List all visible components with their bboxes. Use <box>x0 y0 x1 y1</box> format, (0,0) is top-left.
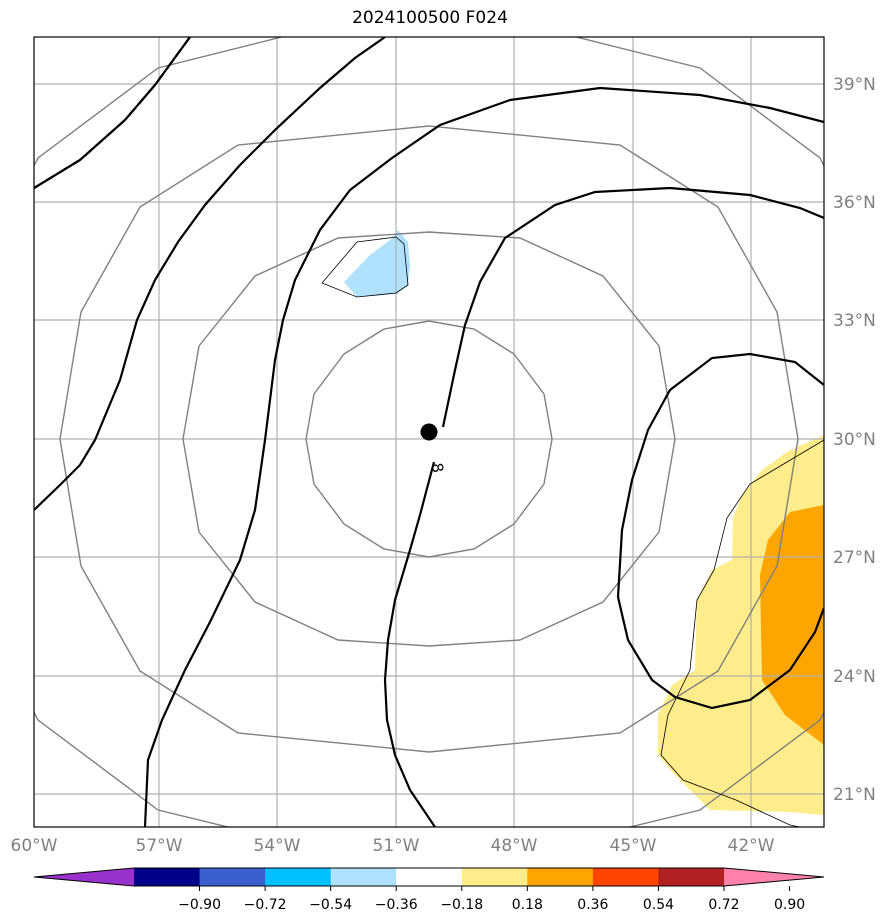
colorbar-tick-label: −0.72 <box>244 897 287 913</box>
colorbar-segment <box>134 868 201 886</box>
colorbar-extend-high <box>724 868 824 886</box>
colorbar-extend-low <box>34 868 134 886</box>
colorbar-segment <box>330 868 397 886</box>
lat-label: 39°N <box>833 75 876 95</box>
colorbar-tick-label: 0.90 <box>774 897 805 913</box>
longitude-labels: 60°W 57°W 54°W 51°W 48°W 45°W 42°W <box>11 836 775 856</box>
lat-label: 21°N <box>833 785 876 805</box>
colorbar-tick-label: 0.36 <box>577 897 608 913</box>
colorbar-tick-label: 0.18 <box>512 897 543 913</box>
colorbar-tick-label: −0.90 <box>178 897 221 913</box>
colorbar-tick-label: −0.54 <box>309 897 352 913</box>
colorbar-segment <box>265 868 332 886</box>
lon-label: 54°W <box>254 836 301 856</box>
lat-label: 36°N <box>833 193 876 213</box>
lon-label: 51°W <box>373 836 420 856</box>
latitude-labels: 39°N 36°N 33°N 30°N 27°N 24°N 21°N <box>833 75 876 805</box>
colorbar-segment <box>461 868 528 886</box>
lon-label: 42°W <box>728 836 775 856</box>
thin-contours <box>321 236 824 827</box>
lat-label: 27°N <box>833 548 876 568</box>
lon-label: 57°W <box>136 836 183 856</box>
lat-label: 30°N <box>833 430 876 450</box>
lon-label: 60°W <box>11 836 58 856</box>
colorbar-tick-label: −0.18 <box>440 897 483 913</box>
colorbar-tick-label: 0.72 <box>708 897 739 913</box>
colorbar-segment <box>199 868 266 886</box>
map-frame <box>33 36 825 828</box>
colorbar-segment <box>658 868 725 886</box>
lat-label: 33°N <box>833 311 876 331</box>
thick-contours <box>34 37 824 827</box>
lat-label: 24°N <box>833 667 876 687</box>
colorbar-segment <box>527 868 594 886</box>
colorbar-outline <box>33 867 825 887</box>
negative-shading-blue <box>344 230 410 297</box>
storm-center-marker <box>420 423 438 441</box>
dashed-contour <box>34 37 191 189</box>
colorbar-tick-label: 0.54 <box>643 897 674 913</box>
positive-shading-orange <box>760 505 824 745</box>
colorbar-segment <box>592 868 659 886</box>
colorbar: −0.90 −0.72 −0.54 −0.36 −0.18 0.18 0.36 0.54 0.7… <box>33 867 825 913</box>
map-title: 2024100500 F024 <box>352 8 508 28</box>
range-rings <box>34 37 824 827</box>
contour-label: 8 <box>428 462 447 475</box>
grid-lines <box>34 37 824 827</box>
lon-label: 45°W <box>610 836 657 856</box>
colorbar-segment <box>396 868 463 886</box>
lon-label: 48°W <box>491 836 538 856</box>
colorbar-tick-label: −0.36 <box>375 897 418 913</box>
